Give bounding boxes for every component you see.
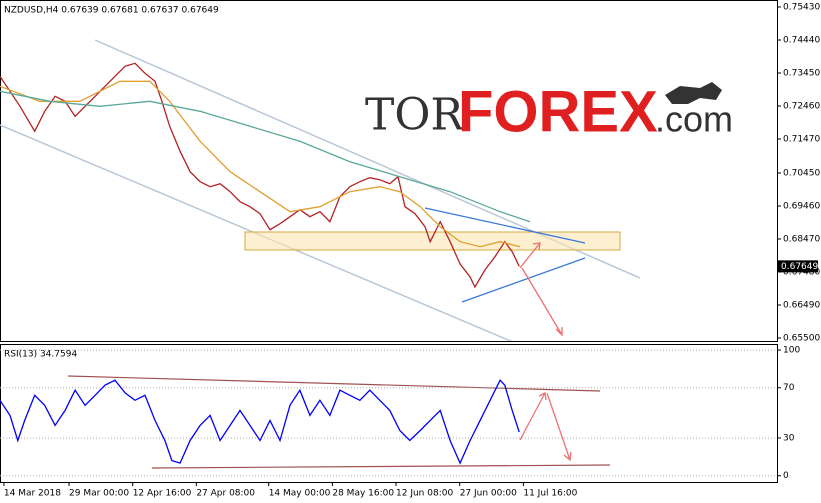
x-tick-label: 14 Mar 2018 [4, 489, 61, 499]
y-tick-label: 70 [783, 383, 795, 393]
y-tick-label: 0 [783, 471, 789, 481]
logo-main: FOREX [458, 79, 658, 144]
y-tick-label: 0.75430 [783, 3, 820, 13]
last-price-label: 0.67649 [781, 262, 818, 272]
pane-title: NZDUSD,H4 0.67639 0.67681 0.67637 0.6764… [4, 6, 219, 16]
last-price-box [778, 260, 818, 273]
x-tick-label: 14 May 00:00 [269, 489, 331, 499]
logo-suffix: .com [655, 99, 733, 140]
series-line [0, 90, 531, 223]
y-tick-label: 0.67480 [783, 268, 820, 278]
series-group [0, 379, 520, 465]
series-line [0, 379, 520, 465]
y-tick-label: 0.71470 [783, 135, 820, 145]
trend-line [424, 207, 586, 244]
rsi-pane [0, 344, 778, 483]
y-tick-label: 30 [783, 434, 795, 444]
rsi-trend-line [67, 375, 601, 392]
y-tick-label: 0.66490 [783, 301, 820, 311]
pane-title: RSI(13) 34.7594 [4, 350, 77, 360]
x-tick-label: 28 May 16:00 [332, 489, 394, 499]
y-tick-label: 0.72460 [783, 102, 820, 112]
forecast-arrows [519, 242, 563, 337]
series-line [0, 80, 521, 248]
annotations [0, 39, 641, 341]
y-tick-label: 0.69460 [783, 202, 820, 212]
x-tick-label: 11 Jul 16:00 [523, 489, 577, 499]
y-tick-label: 0.73450 [783, 69, 820, 79]
logo-bull [665, 82, 722, 104]
rsi-forecast-arrows [519, 392, 572, 462]
logo: TOR FOREX .com [365, 79, 733, 144]
price-pane [0, 0, 778, 342]
x-tick-label: 12 Jun 08:00 [396, 489, 453, 499]
x-tick-label: 27 Apr 08:00 [196, 489, 255, 499]
y-tick-label: 100 [783, 346, 800, 356]
resistance-zone [244, 231, 621, 251]
x-tick-label: 12 Apr 16:00 [133, 489, 192, 499]
y-tick-label: 0.70450 [783, 169, 820, 179]
logo-prefix: TOR [365, 90, 465, 141]
rsi-trend-line [151, 464, 611, 469]
series-group [0, 62, 531, 289]
y-tick-label: 0.65500 [783, 334, 820, 344]
y-tick-label: 0.68470 [783, 235, 820, 245]
x-tick-label: 29 Mar 00:00 [69, 489, 129, 499]
x-tick-label: 27 Jun 00:00 [460, 489, 517, 499]
rsi-annotations [67, 375, 611, 469]
y-tick-label: 0.74440 [783, 36, 820, 46]
series-line [0, 62, 520, 289]
trend-line [461, 257, 586, 303]
